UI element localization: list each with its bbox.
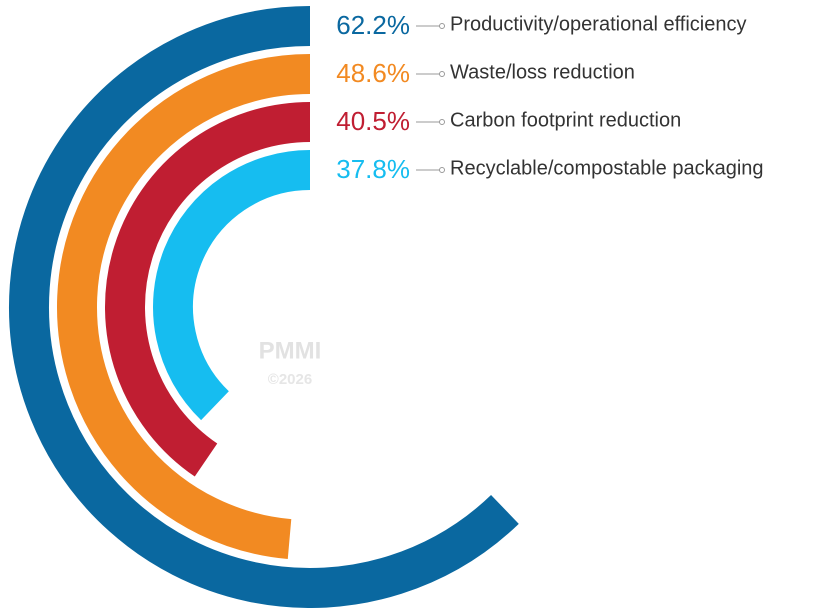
value-label: 37.8% <box>336 154 410 184</box>
value-label: 40.5% <box>336 106 410 136</box>
connector-dot <box>439 119 445 125</box>
radial-bar <box>9 6 519 608</box>
connector-dot <box>439 23 445 29</box>
radial-bar <box>153 150 311 421</box>
category-label: Productivity/operational efficiency <box>450 13 746 35</box>
value-label: 62.2% <box>336 10 410 40</box>
radial-bar <box>57 54 311 560</box>
category-label: Recyclable/compostable packaging <box>450 157 764 179</box>
connector-dot <box>439 167 445 173</box>
watermark: PMMI <box>259 337 322 364</box>
connector-dot <box>439 71 445 77</box>
radial-bar <box>105 102 311 477</box>
watermark: ©2026 <box>268 371 312 388</box>
category-label: Carbon footprint reduction <box>450 109 681 131</box>
category-label: Waste/loss reduction <box>450 61 635 83</box>
value-label: 48.6% <box>336 58 410 88</box>
